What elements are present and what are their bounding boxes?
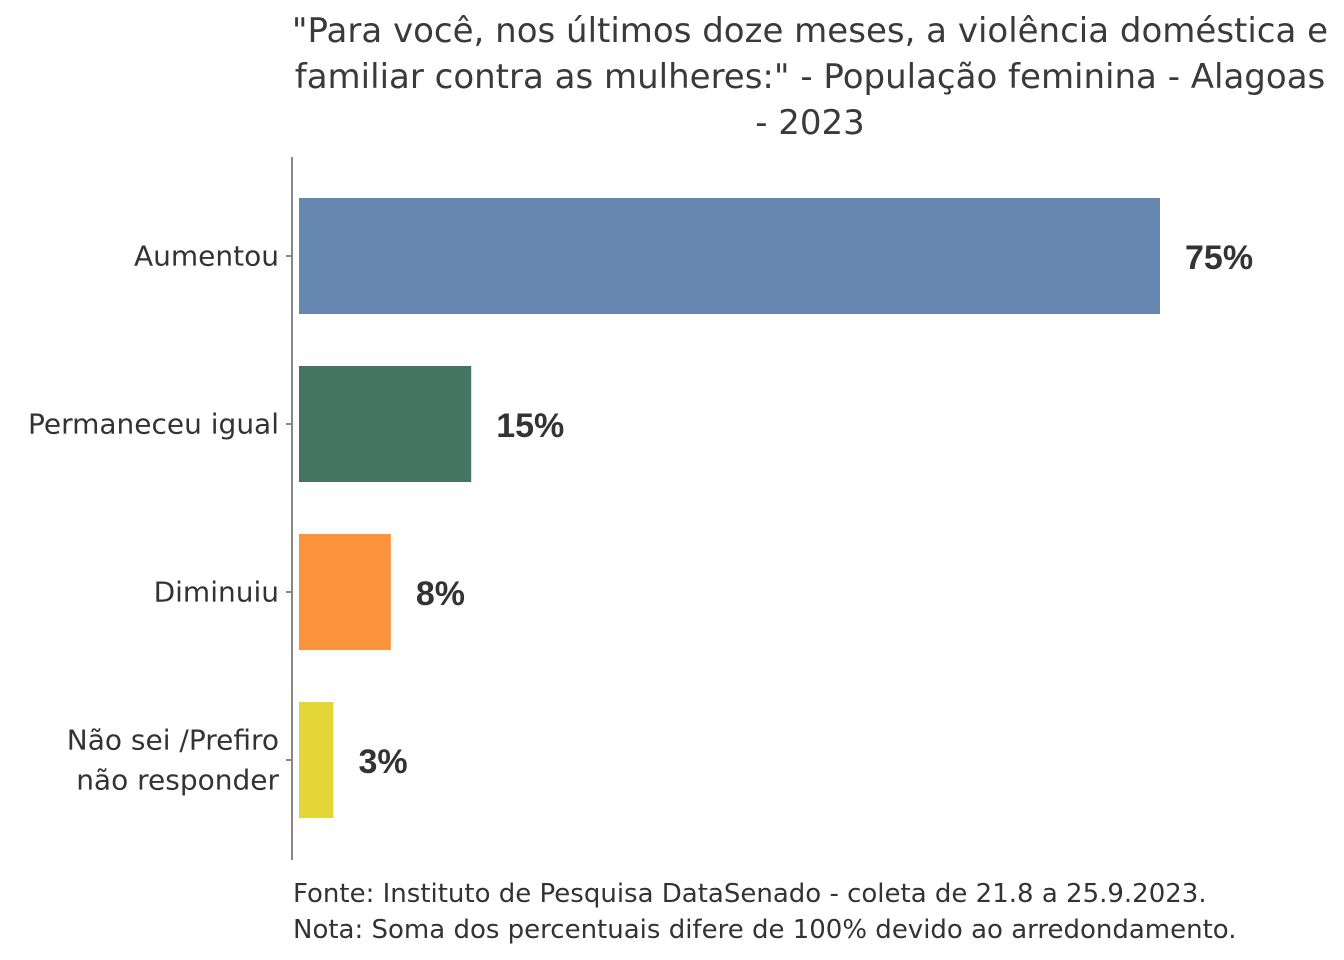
source-text: Fonte: Instituto de Pesquisa DataSenado … [293, 879, 1207, 909]
value-label-1: 15% [496, 407, 564, 445]
y-ticks-group [286, 255, 292, 761]
value-labels-group: 75% 15% 8% 3% [358, 239, 1253, 781]
category-label-3-line-1: não responder [76, 764, 279, 797]
bars-group [299, 198, 1160, 818]
value-label-3: 3% [358, 743, 407, 781]
category-label-1-line-0: Permaneceu igual [28, 408, 279, 441]
category-label-2-line-0: Diminuiu [154, 576, 279, 609]
chart-title-line-3: - 2023 [755, 103, 865, 143]
category-label-3-line-0: Não sei /Prefiro [67, 724, 279, 757]
value-label-2: 8% [416, 575, 465, 613]
category-label-3: Não sei /Prefiro não responder [67, 724, 280, 797]
bar-0 [299, 198, 1160, 314]
bar-1 [299, 366, 472, 482]
bar-3 [299, 702, 334, 818]
chart-title-line-1: "Para você, nos últimos doze meses, a vi… [291, 11, 1329, 51]
chart-title-line-2: familiar contra as mulheres:" - Populaçã… [294, 57, 1326, 97]
chart-title: "Para você, nos últimos doze meses, a vi… [270, 8, 1344, 146]
value-label-0: 75% [1185, 239, 1253, 277]
chart-caption: Fonte: Instituto de Pesquisa DataSenado … [293, 876, 1237, 948]
category-label-0-line-0: Aumentou [134, 240, 279, 273]
category-label-2: Diminuiu [154, 576, 279, 609]
category-label-1: Permaneceu igual [28, 408, 279, 441]
note-text: Nota: Soma dos percentuais difere de 100… [293, 915, 1237, 945]
category-labels-group: Aumentou Permaneceu igual Diminuiu Não sei … [28, 240, 280, 797]
bar-2 [299, 534, 391, 650]
category-label-0: Aumentou [134, 240, 279, 273]
